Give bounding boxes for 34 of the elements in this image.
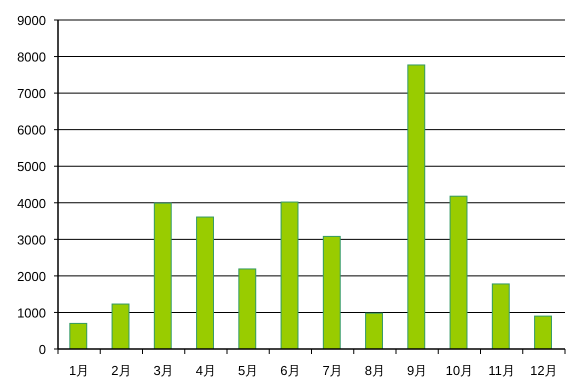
x-tick-label: 12月 <box>530 363 558 378</box>
bar <box>238 268 256 350</box>
y-tick-label: 0 <box>38 342 46 357</box>
y-tick-label: 5000 <box>17 159 46 174</box>
y-tick-label: 2000 <box>17 268 46 284</box>
x-tick-label: 11月 <box>488 363 515 378</box>
x-tick-label: 10月 <box>446 363 474 378</box>
y-tick-label: 1000 <box>17 305 46 320</box>
x-tick-label: 4月 <box>196 363 216 378</box>
x-tick-label: 1月 <box>69 363 90 378</box>
x-tick-label: 5月 <box>238 363 258 378</box>
x-tick-label: 9月 <box>407 363 428 378</box>
x-tick-label: 6月 <box>280 363 300 378</box>
x-tick-label: 8月 <box>364 363 385 378</box>
bar <box>69 322 88 350</box>
y-tick-label: 9000 <box>17 13 46 28</box>
y-tick-label: 3000 <box>17 232 46 248</box>
y-tick-label: 6000 <box>17 122 46 138</box>
bar <box>154 202 172 350</box>
bar <box>407 64 426 350</box>
bar <box>280 202 298 350</box>
x-tick-label: 7月 <box>322 363 343 378</box>
bar <box>534 316 552 350</box>
bar <box>196 216 214 350</box>
y-tick-label: 7000 <box>17 86 46 102</box>
bar <box>450 196 468 350</box>
x-tick-label: 2月 <box>111 363 132 378</box>
bar <box>112 304 130 350</box>
bar <box>365 312 383 350</box>
bar <box>492 283 510 350</box>
x-tick-label: 3月 <box>154 363 174 378</box>
y-tick-label: 8000 <box>17 50 46 65</box>
bar <box>322 236 341 350</box>
y-tick-label: 4000 <box>17 196 46 211</box>
